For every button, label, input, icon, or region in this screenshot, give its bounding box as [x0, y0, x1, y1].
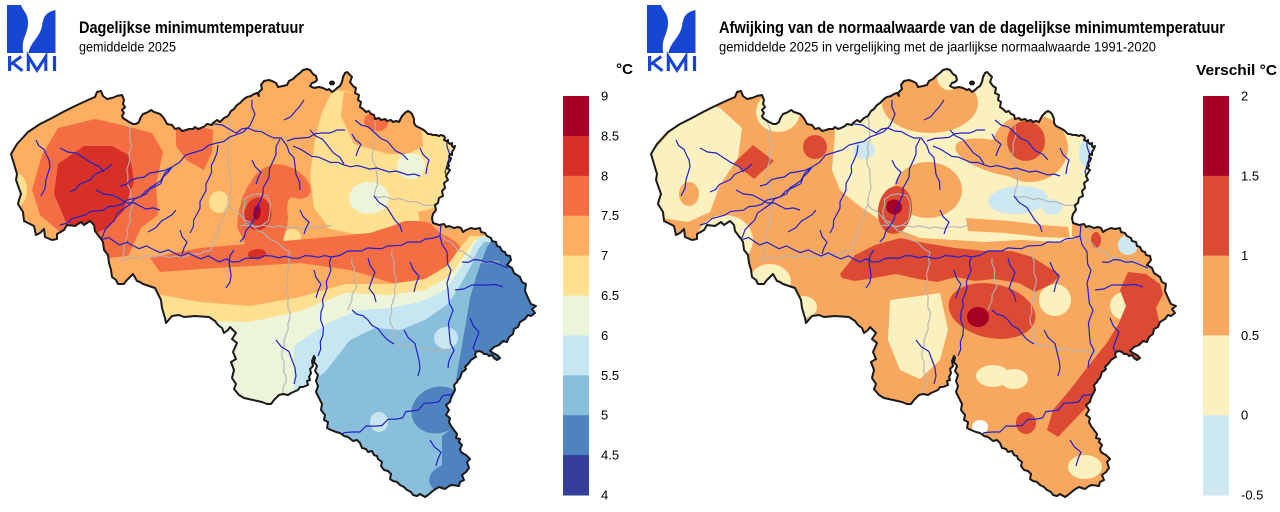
- svg-text:1: 1: [1241, 248, 1248, 263]
- svg-text:7.5: 7.5: [601, 208, 619, 223]
- svg-text:gemiddelde 2025 in vergelijkin: gemiddelde 2025 in vergelijking met de j…: [719, 39, 1156, 55]
- svg-text:8: 8: [601, 168, 608, 183]
- svg-text:2: 2: [1241, 89, 1248, 104]
- svg-text:Dagelijkse minimumtemperatuur: Dagelijkse minimumtemperatuur: [79, 18, 304, 37]
- svg-text:Afwijking van de normaalwaarde: Afwijking van de normaalwaarde van de da…: [719, 18, 1225, 37]
- svg-text:gemiddelde 2025: gemiddelde 2025: [79, 39, 176, 55]
- svg-text:7: 7: [601, 248, 608, 263]
- svg-text:8.5: 8.5: [601, 128, 619, 143]
- svg-text:1.5: 1.5: [1241, 168, 1259, 183]
- svg-text:5.5: 5.5: [601, 368, 619, 383]
- svg-text:5: 5: [601, 408, 608, 423]
- svg-text:Verschil °C: Verschil °C: [1196, 62, 1277, 79]
- svg-text:4: 4: [601, 488, 608, 503]
- svg-text:0.5: 0.5: [1241, 328, 1259, 343]
- svg-text:4.5: 4.5: [601, 448, 619, 463]
- svg-text:9: 9: [601, 89, 608, 104]
- svg-text:-0.5: -0.5: [1241, 488, 1263, 503]
- svg-text:6: 6: [601, 328, 608, 343]
- svg-text:6.5: 6.5: [601, 288, 619, 303]
- svg-text:0: 0: [1241, 408, 1248, 423]
- svg-text:°C: °C: [616, 61, 633, 78]
